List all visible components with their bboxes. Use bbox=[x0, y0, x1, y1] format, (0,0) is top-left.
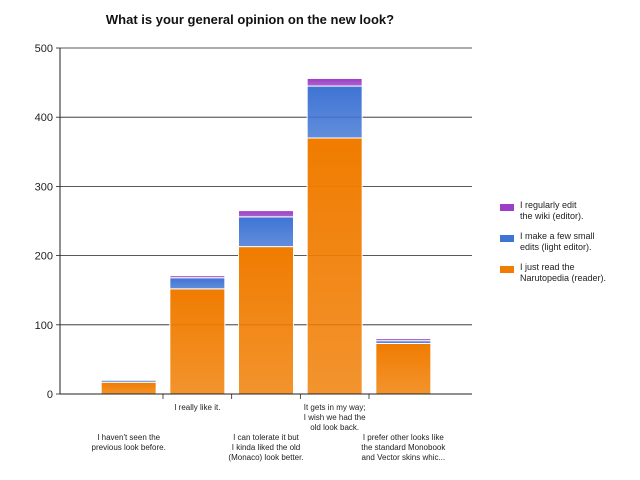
category-label-line: old look back. bbox=[310, 423, 359, 432]
category-label-line: previous look before. bbox=[92, 443, 166, 452]
legend-label-line: I just read the bbox=[520, 262, 575, 272]
legend-label-line: Narutopedia (reader). bbox=[520, 273, 607, 283]
bar-segment bbox=[169, 288, 226, 395]
legend-label-line: I make a few small bbox=[520, 231, 595, 241]
legend-label-line: the wiki (editor). bbox=[520, 211, 584, 221]
legend-swatch-light-editor bbox=[500, 235, 514, 242]
y-tick-label: 500 bbox=[35, 43, 53, 55]
legend-label-line: I regularly edit bbox=[520, 200, 577, 210]
category-label-line: I haven't seen the bbox=[97, 433, 160, 442]
legend-label-line: edits (light editor). bbox=[520, 242, 592, 252]
bar-segment bbox=[100, 378, 157, 381]
y-tick-label: 100 bbox=[35, 320, 53, 332]
category-label-line: (Monaco) look better. bbox=[228, 453, 303, 462]
legend-item-reader: I just read the Narutopedia (reader). bbox=[500, 262, 635, 284]
category-label-line: and Vector skins whic... bbox=[362, 453, 446, 462]
y-tick-label: 300 bbox=[35, 181, 53, 193]
category-label-line: It gets in my way; bbox=[304, 403, 366, 412]
category-label-line: I can tolerate it but bbox=[233, 433, 300, 442]
bar-segment bbox=[375, 338, 432, 342]
category-label-line: the standard Monobook bbox=[361, 443, 446, 452]
y-tick-label: 400 bbox=[35, 112, 53, 124]
legend-item-editor: I regularly edit the wiki (editor). bbox=[500, 200, 635, 222]
category-label-line: I wish we had the bbox=[304, 413, 366, 422]
category-label-line: I really like it. bbox=[174, 403, 220, 412]
y-tick-label: 0 bbox=[47, 389, 53, 401]
bar-segment bbox=[238, 216, 294, 248]
bar-segment bbox=[306, 137, 363, 395]
chart-title: What is your general opinion on the new … bbox=[105, 12, 395, 27]
legend: I regularly edit the wiki (editor). I ma… bbox=[500, 200, 635, 293]
category-label-line: I prefer other looks like bbox=[363, 433, 444, 442]
y-tick-label: 200 bbox=[35, 251, 53, 263]
bar-segment bbox=[169, 277, 226, 290]
legend-item-light-editor: I make a few small edits (light editor). bbox=[500, 231, 635, 253]
legend-swatch-editor bbox=[500, 204, 514, 211]
legend-swatch-reader bbox=[500, 266, 514, 273]
bar-segment bbox=[238, 246, 294, 395]
bar-segment bbox=[238, 210, 294, 218]
bar-segment bbox=[100, 381, 157, 395]
bar-segment bbox=[306, 77, 363, 87]
bar-segment bbox=[306, 85, 363, 139]
bar-segment bbox=[169, 275, 226, 279]
bar-segment bbox=[375, 342, 432, 395]
category-label-line: I kinda liked the old bbox=[232, 443, 301, 452]
